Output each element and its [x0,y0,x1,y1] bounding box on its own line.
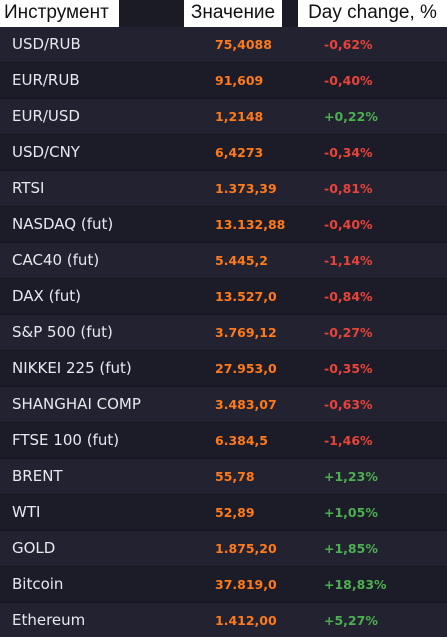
instrument-name: FTSE 100 (fut) [12,431,120,449]
instrument-value: 1.875,20 [215,541,277,556]
table-row[interactable]: Ethereum 1.412,00 +5,27% [0,603,447,637]
instrument-value: 6.384,5 [215,433,268,448]
instrument-day-change: -0,34% [324,145,373,160]
table-row[interactable]: EUR/USD 1,2148 +0,22% [0,99,447,135]
instrument-value: 13.132,88 [215,217,286,232]
instrument-value: 6,4273 [215,145,264,160]
instrument-day-change: +1,05% [324,505,378,520]
instrument-name: Ethereum [12,611,86,629]
instrument-value: 91,609 [215,73,264,88]
instrument-day-change: -0,40% [324,73,373,88]
instrument-value: 27.953,0 [215,361,277,376]
instrument-name: BRENT [12,467,63,485]
instrument-name: EUR/USD [12,107,80,125]
instrument-day-change: -1,14% [324,253,373,268]
instrument-name: Bitcoin [12,575,64,593]
instrument-name: S&P 500 (fut) [12,323,113,341]
instrument-day-change: +0,22% [324,109,378,124]
instrument-day-change: +1,85% [324,541,378,556]
instrument-value: 3.483,07 [215,397,277,412]
table-row[interactable]: FTSE 100 (fut) 6.384,5 -1,46% [0,423,447,459]
instrument-day-change: +5,27% [324,613,378,628]
table-body: USD/RUB 75,4088 -0,62% EUR/RUB 91,609 -0,40%… [0,27,447,637]
instrument-name: NIKKEI 225 (fut) [12,359,132,377]
instrument-value: 52,89 [215,505,255,520]
instrument-day-change: +18,83% [324,577,387,592]
instrument-value: 3.769,12 [215,325,277,340]
instrument-name: SHANGHAI COMP [12,395,141,413]
instrument-name: USD/RUB [12,35,81,53]
instrument-name: RTSI [12,179,45,197]
instrument-value: 75,4088 [215,37,272,52]
instrument-day-change: -1,46% [324,433,373,448]
instrument-day-change: -0,40% [324,217,373,232]
table-row[interactable]: SHANGHAI COMP 3.483,07 -0,63% [0,387,447,423]
instrument-name: NASDAQ (fut) [12,215,114,233]
instrument-value: 55,78 [215,469,255,484]
instrument-day-change: -0,63% [324,397,373,412]
column-header-value[interactable]: Значение [184,0,282,27]
instrument-value: 1,2148 [215,109,264,124]
column-header-day-change[interactable]: Day change, % [298,0,447,27]
instrument-day-change: -0,84% [324,289,373,304]
table-row[interactable]: Bitcoin 37.819,0 +18,83% [0,567,447,603]
instrument-name: EUR/RUB [12,71,80,89]
instrument-day-change: -0,35% [324,361,373,376]
instrument-value: 5.445,2 [215,253,268,268]
table-row[interactable]: USD/CNY 6,4273 -0,34% [0,135,447,171]
table-row[interactable]: BRENT 55,78 +1,23% [0,459,447,495]
table-row[interactable]: WTI 52,89 +1,05% [0,495,447,531]
table-row[interactable]: NIKKEI 225 (fut) 27.953,0 -0,35% [0,351,447,387]
instrument-value: 13.527,0 [215,289,277,304]
column-header-instrument[interactable]: Инструмент [0,0,119,27]
instrument-day-change: -0,81% [324,181,373,196]
instrument-name: GOLD [12,539,56,557]
table-header: Инструмент Значение Day change, % [0,0,447,27]
instrument-name: DAX (fut) [12,287,81,305]
table-row[interactable]: DAX (fut) 13.527,0 -0,84% [0,279,447,315]
table-row[interactable]: NASDAQ (fut) 13.132,88 -0,40% [0,207,447,243]
instrument-value: 1.373,39 [215,181,277,196]
table-row[interactable]: CAC40 (fut) 5.445,2 -1,14% [0,243,447,279]
instrument-day-change: +1,23% [324,469,378,484]
table-row[interactable]: EUR/RUB 91,609 -0,40% [0,63,447,99]
instrument-day-change: -0,27% [324,325,373,340]
instrument-name: WTI [12,503,41,521]
table-row[interactable]: S&P 500 (fut) 3.769,12 -0,27% [0,315,447,351]
instrument-value: 37.819,0 [215,577,277,592]
instrument-value: 1.412,00 [215,613,277,628]
table-row[interactable]: RTSI 1.373,39 -0,81% [0,171,447,207]
instrument-name: USD/CNY [12,143,80,161]
instrument-day-change: -0,62% [324,37,373,52]
table-row[interactable]: GOLD 1.875,20 +1,85% [0,531,447,567]
instrument-name: CAC40 (fut) [12,251,100,269]
table-row[interactable]: USD/RUB 75,4088 -0,62% [0,27,447,63]
